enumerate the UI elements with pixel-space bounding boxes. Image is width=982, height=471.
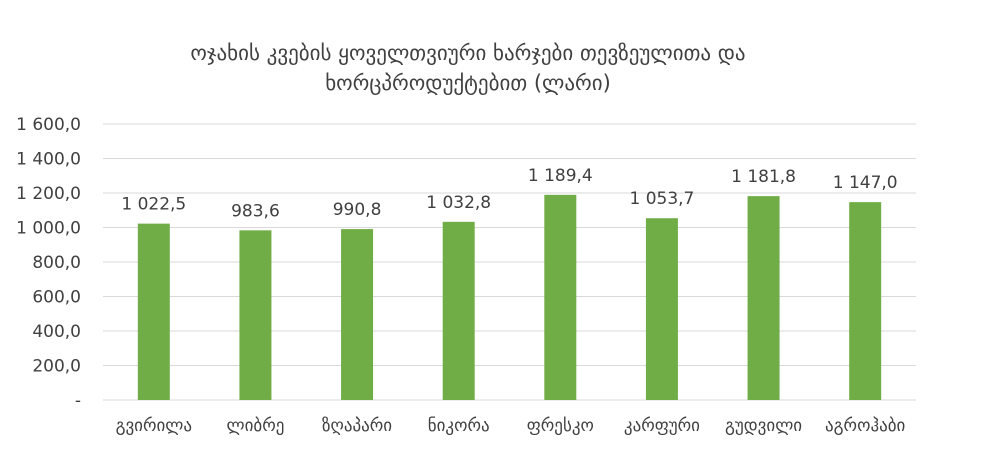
y-tick-label: 1 000,0 (16, 219, 81, 239)
bar (239, 230, 272, 400)
chart-title-line-1: ოჯახის კვების ყოველთვიური ხარჯები თევზეუ… (190, 41, 746, 65)
x-tick-label: გვირილა (116, 416, 192, 436)
data-label: 1 147,0 (833, 173, 898, 193)
chart-title: ოჯახის კვების ყოველთვიური ხარჯები თევზეუ… (0, 38, 936, 98)
x-tick-label: ზღაპარი (322, 416, 392, 436)
bar (341, 229, 374, 400)
y-tick-label: 600,0 (32, 288, 81, 308)
y-tick-label: 1 600,0 (16, 115, 81, 135)
y-tick-label: - (75, 391, 81, 411)
bar (137, 223, 170, 400)
data-label: 1 032,8 (426, 193, 491, 213)
bar (544, 194, 577, 400)
x-tick-label: ლიბრე (227, 416, 285, 436)
gridlines (103, 123, 916, 401)
data-label: 1 181,8 (731, 167, 796, 187)
bar (442, 221, 475, 400)
y-tick-label: 200,0 (32, 357, 81, 377)
bars (137, 194, 882, 400)
data-label: 1 053,7 (629, 189, 694, 209)
y-tick-label: 1 400,0 (16, 150, 81, 170)
x-tick-label: ფრესკო (527, 416, 594, 436)
bar (849, 202, 882, 400)
y-tick-label: 1 200,0 (16, 184, 81, 204)
x-tick-label: აგროჰაბი (825, 416, 905, 436)
y-tick-label: 400,0 (32, 322, 81, 342)
y-tick-label: 800,0 (32, 253, 81, 273)
bar (645, 218, 678, 400)
data-label: 1 189,4 (528, 166, 593, 186)
data-label: 1 022,5 (121, 195, 186, 215)
chart-title-line-2: ხორცპროდუქტებით (ლარი) (325, 71, 611, 95)
data-label: 983,6 (231, 201, 280, 221)
x-tick-label: გუდვილი (725, 416, 802, 436)
x-axis-tick-labels: გვირილა ლიბრე ზღაპარი ნიკორა ფრესკო კარფური გუ… (116, 416, 906, 436)
bar (747, 196, 780, 400)
y-axis-tick-labels: - 200,0 400,0 600,0 800,0 1 000,0 1 200,0 1 400… (16, 115, 81, 411)
x-tick-label: ნიკორა (428, 416, 490, 436)
x-tick-label: კარფური (624, 416, 700, 436)
value-labels: 1 022,5 983,6 990,8 1 032,8 1 189,4 1 053,7 1 … (121, 166, 897, 222)
data-label: 990,8 (333, 200, 382, 220)
